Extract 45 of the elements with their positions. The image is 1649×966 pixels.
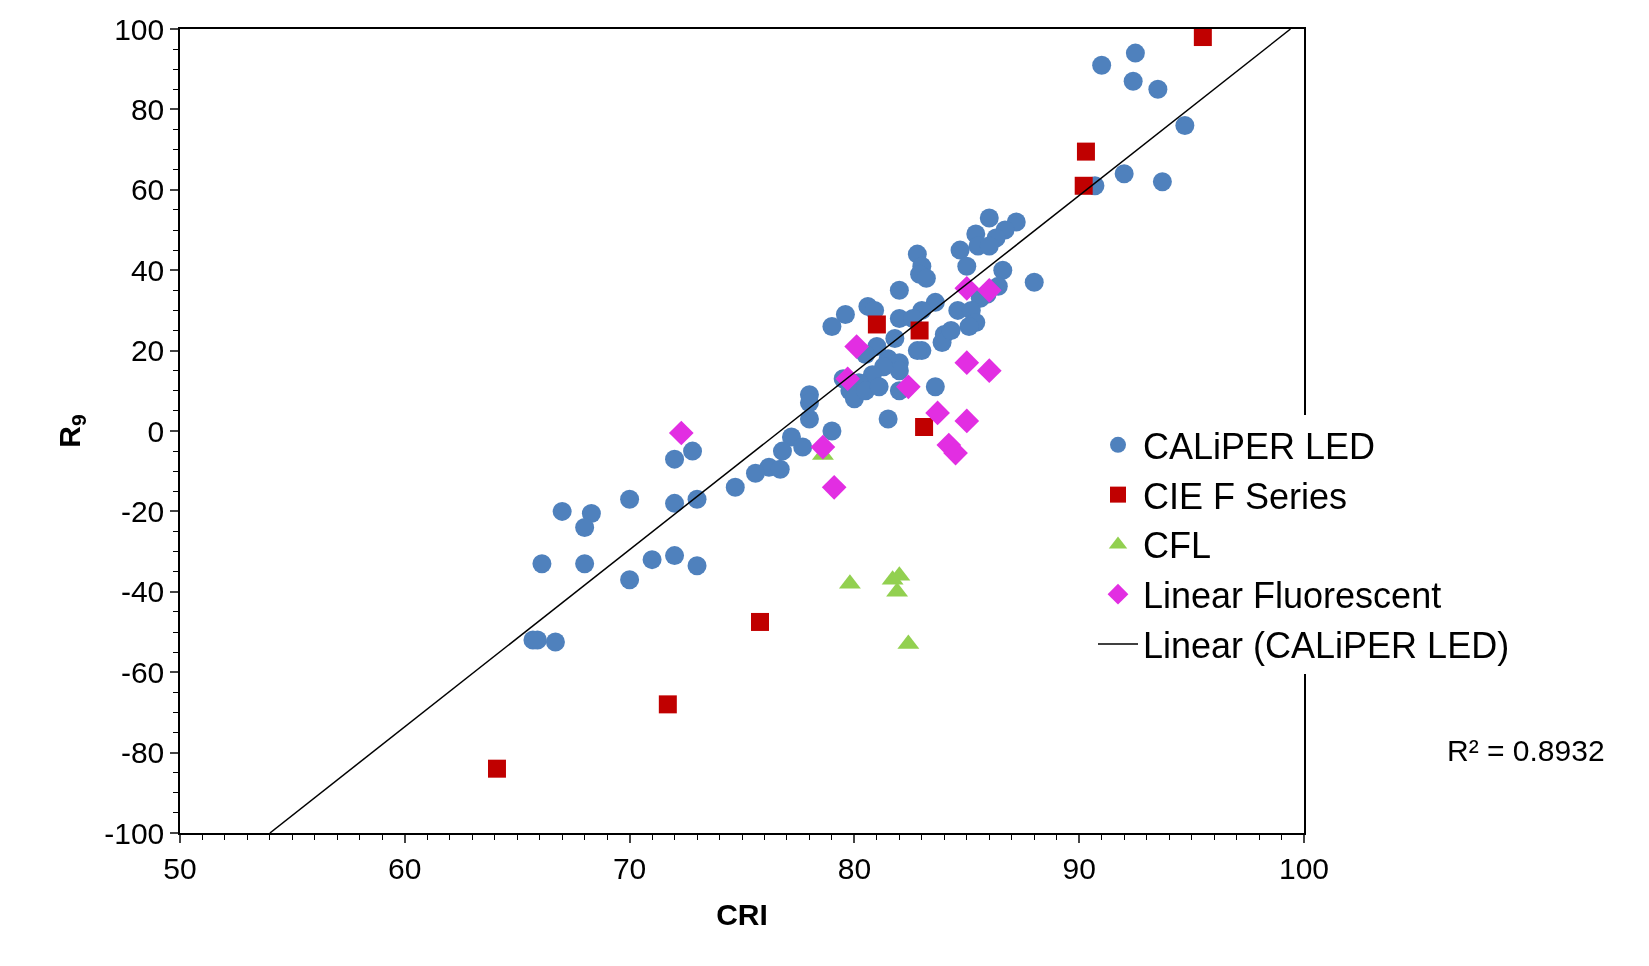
legend-label: CALiPER LED (1143, 425, 1376, 467)
point (954, 350, 980, 376)
y-tick-label: 80 (130, 92, 165, 126)
y-tick-label: -40 (120, 575, 165, 609)
point (954, 408, 980, 434)
point (844, 334, 869, 359)
x-tick-label: 90 (1062, 851, 1096, 885)
point (925, 400, 950, 426)
y-tick-label: -60 (120, 655, 165, 689)
y-tick-label: -100 (104, 816, 165, 850)
y-tick-label: 0 (147, 414, 165, 448)
point (821, 474, 847, 500)
point (487, 759, 506, 778)
x-tick-label: 80 (837, 851, 872, 885)
point (896, 374, 921, 400)
point (976, 358, 1002, 384)
legend-label: CIE F Series (1143, 475, 1348, 517)
x-tick-label: 50 (163, 851, 197, 885)
legend-label: Linear (CALiPER LED) (1143, 625, 1510, 667)
point (954, 275, 980, 301)
point (915, 417, 934, 436)
point (658, 695, 677, 714)
x-tick-label: 60 (388, 851, 422, 885)
legend-label: CFL (1143, 525, 1212, 567)
point (1074, 176, 1093, 195)
y-tick-label: -20 (120, 494, 165, 528)
y-tick-label: 60 (130, 173, 165, 207)
y-tick-label: -80 (120, 736, 165, 770)
text: R² = 0.8932 (1447, 734, 1605, 767)
y-tick-label: 20 (130, 334, 165, 368)
legend-label: Linear Fluorescent (1143, 575, 1442, 617)
point (668, 420, 694, 446)
x-axis-title: CRI (716, 897, 768, 931)
point (1076, 142, 1095, 161)
point (1193, 29, 1212, 47)
y-tick-label: 40 (130, 253, 165, 287)
point (910, 321, 929, 340)
y-tick-label: 100 (114, 12, 165, 46)
point (867, 315, 886, 334)
point (976, 277, 1002, 303)
point (835, 366, 861, 392)
x-tick-label: 70 (612, 851, 647, 885)
point (810, 434, 836, 460)
point (750, 612, 769, 631)
x-tick-label: 100 (1278, 851, 1330, 885)
